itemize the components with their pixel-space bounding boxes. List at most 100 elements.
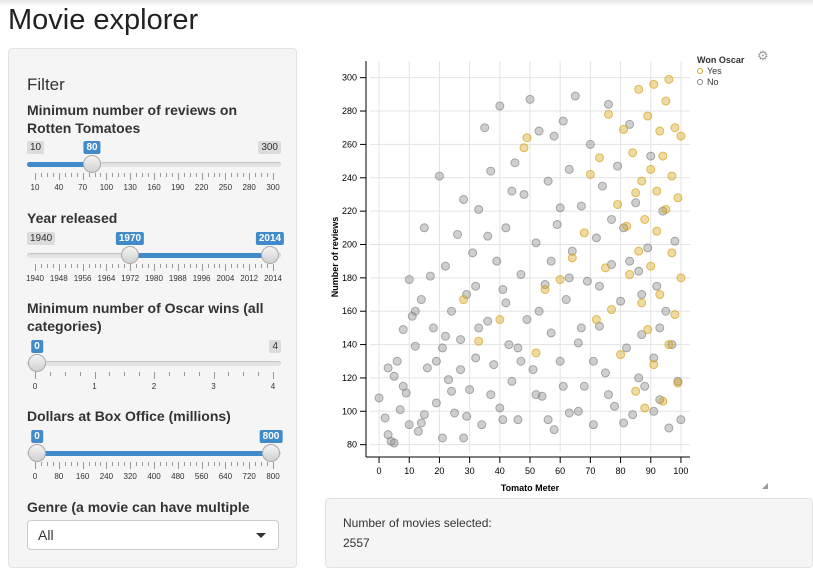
slider-tick-label: 2014 — [264, 274, 282, 283]
reviews-track[interactable] — [27, 162, 281, 167]
slider-tick — [124, 462, 126, 466]
legend-title: Won Oscar — [697, 55, 745, 65]
data-point-no — [579, 381, 589, 391]
slider-tick — [213, 372, 215, 379]
data-point-yes — [585, 169, 595, 179]
slider-tick — [35, 264, 36, 271]
slider-tick — [130, 264, 132, 271]
data-point-yes — [607, 305, 617, 315]
data-point-yes — [474, 336, 484, 346]
data-point-yes — [676, 273, 686, 283]
slider-tick-label: 2 — [151, 382, 157, 391]
data-point-yes — [567, 253, 577, 263]
slider-tick — [64, 372, 66, 376]
slider-tick-label: 4 — [270, 382, 276, 391]
data-point-yes — [603, 109, 613, 119]
slider-tick — [35, 173, 36, 180]
data-point-no — [613, 161, 623, 171]
slider-tick — [267, 173, 269, 177]
y-tick-label: 100 — [342, 406, 357, 416]
data-point-no — [447, 386, 457, 396]
data-point-no — [528, 365, 538, 375]
data-point-yes — [670, 310, 680, 320]
legend-swatch-yes — [697, 68, 703, 74]
data-point-no — [546, 256, 556, 266]
data-point-yes — [628, 148, 638, 158]
slider-tick — [76, 462, 78, 466]
slider-tick — [195, 264, 197, 268]
data-point-no — [474, 323, 484, 333]
data-point-no — [546, 328, 556, 338]
slider-tick — [255, 264, 257, 268]
slider-tick — [58, 462, 60, 469]
filter-heading: Filter — [27, 75, 65, 94]
x-tick-label: 90 — [646, 466, 656, 476]
data-point-yes — [658, 396, 668, 406]
year-from-handle[interactable] — [121, 246, 139, 264]
data-point-no — [434, 171, 444, 181]
data-point-yes — [673, 193, 683, 203]
data-point-yes — [658, 151, 668, 161]
slider-tick — [183, 462, 185, 466]
data-point-no — [422, 363, 432, 373]
slider-tick — [109, 372, 111, 376]
data-point-no — [486, 166, 496, 176]
boxoffice-to-handle[interactable] — [262, 444, 280, 462]
slider-tick — [136, 264, 138, 268]
top-shadow — [0, 0, 813, 6]
slider-tick-label: 480 — [171, 472, 185, 481]
year-to-handle[interactable] — [261, 246, 279, 264]
slider-tick — [40, 173, 42, 177]
slider-tick — [273, 372, 274, 379]
slider-tick-label: 300 — [266, 183, 280, 192]
slider-tick — [159, 173, 161, 177]
slider-tick-label: 1 — [92, 382, 97, 391]
y-tick-label: 220 — [342, 206, 357, 216]
oscars-handle[interactable] — [28, 354, 46, 372]
data-point-no — [468, 248, 478, 258]
data-point-no — [419, 410, 429, 420]
reviews-slider[interactable]: 10 300 80 10 40 70 100 130 160 190 220 250 280 300 — [27, 141, 281, 193]
boxoffice-slider[interactable]: 0 800 0 80 160 240 320 400 480 560 640 720 800 — [27, 430, 283, 482]
slider-tick — [231, 173, 233, 177]
oscars-track[interactable] — [27, 361, 281, 366]
data-point-yes — [591, 315, 601, 325]
data-point-no — [588, 356, 598, 366]
resize-handle-icon[interactable] — [762, 483, 768, 489]
data-point-no — [676, 415, 686, 425]
slider-tick — [183, 173, 185, 177]
data-point-no — [450, 408, 460, 418]
x-tick-label: 70 — [585, 466, 595, 476]
data-point-no — [501, 298, 511, 308]
data-point-no — [413, 426, 423, 436]
slider-tick — [201, 462, 203, 469]
slider-tick — [267, 264, 269, 268]
data-point-yes — [649, 360, 659, 370]
slider-tick — [219, 264, 221, 268]
data-point-no — [498, 415, 508, 425]
slider-tick — [49, 372, 51, 376]
year-slider[interactable]: 1940 1970 2014 1940 1948 1956 1964 1972 1980 1… — [26, 232, 285, 284]
genre-select[interactable]: All — [27, 520, 279, 550]
boxoffice-from-handle[interactable] — [28, 444, 46, 462]
data-point-no — [603, 99, 613, 109]
data-point-no — [576, 323, 586, 333]
oscars-slider[interactable]: 0 4 0 1 2 3 4 — [27, 340, 281, 392]
data-point-no — [573, 406, 583, 416]
data-point-no — [456, 335, 466, 345]
data-point-no — [670, 236, 680, 246]
data-point-no — [492, 256, 502, 266]
reviews-min: 10 — [27, 141, 45, 154]
slider-tick — [70, 462, 72, 466]
reviews-handle[interactable] — [83, 155, 101, 173]
data-point-no — [525, 94, 535, 104]
gear-icon[interactable]: ⚙ — [757, 48, 769, 63]
data-point-yes — [531, 348, 541, 358]
year-from: 1970 — [115, 232, 145, 245]
slider-tick — [35, 372, 36, 379]
data-point-no — [483, 231, 493, 241]
data-point-no — [643, 243, 653, 253]
slider-tick — [243, 372, 245, 376]
slider-tick — [231, 462, 233, 466]
slider-tick — [249, 173, 251, 180]
